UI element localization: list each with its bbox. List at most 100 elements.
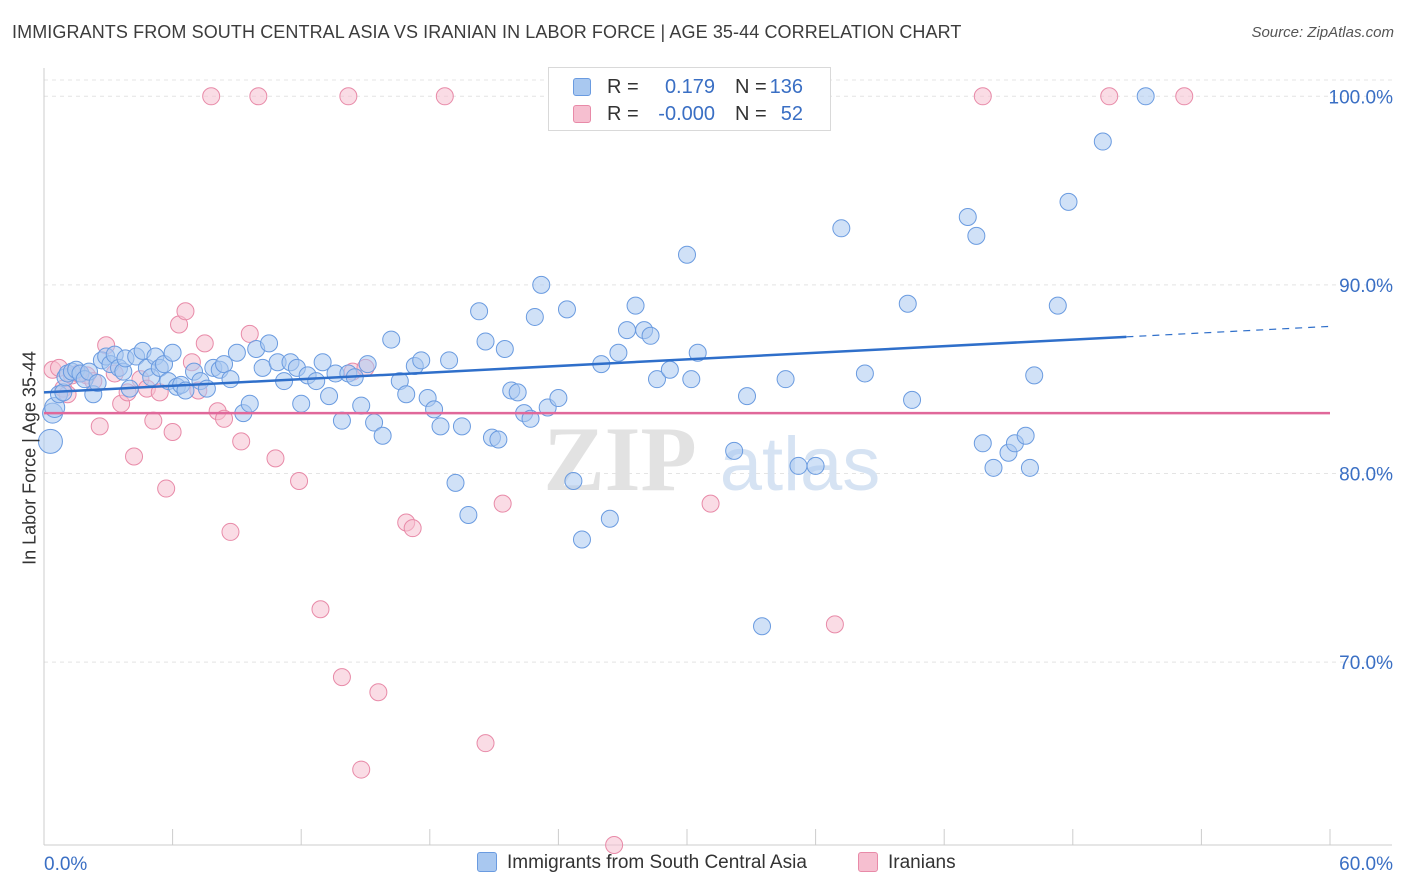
south-central-asia-point xyxy=(617,321,636,340)
iranians-point xyxy=(352,760,371,779)
south-central-asia-point xyxy=(725,441,744,460)
south-central-asia-point xyxy=(572,530,591,549)
south-central-asia-point xyxy=(1025,366,1044,385)
south-central-asia-point xyxy=(240,394,259,413)
south-central-asia-point xyxy=(221,370,240,389)
gridlines xyxy=(44,79,1392,663)
south-central-asia-point xyxy=(1093,132,1112,151)
south-central-asia-point xyxy=(163,343,182,362)
iranians-point xyxy=(369,683,388,702)
south-central-asia-point xyxy=(688,343,707,362)
south-central-asia-point xyxy=(1020,458,1039,477)
iranians-point xyxy=(701,494,720,513)
iranians-point xyxy=(605,836,624,854)
iranians-point xyxy=(240,324,259,343)
iranians-point xyxy=(157,479,176,498)
south-central-asia-point xyxy=(307,372,326,391)
south-central-asia-point xyxy=(313,353,332,372)
iranians-point xyxy=(125,447,144,466)
correlation-legend: R = 0.179 N = 136 R = -0.000 N = 52 xyxy=(548,67,831,131)
south-central-asia-point xyxy=(358,355,377,374)
legend-n-label: N = xyxy=(735,76,767,98)
south-central-asia-point xyxy=(898,294,917,313)
iranians-point xyxy=(249,87,268,106)
legend-n-value: 52 xyxy=(780,103,803,125)
south-central-asia-trend-line xyxy=(43,335,1127,394)
watermark: ZIP atlas xyxy=(543,408,880,510)
south-central-asia-point xyxy=(431,417,450,436)
legend-n-label: N = xyxy=(735,103,767,125)
south-central-asia-point xyxy=(332,411,351,430)
south-central-asia-point xyxy=(1136,87,1155,106)
iranians-point xyxy=(144,411,163,430)
iranians-point xyxy=(332,668,351,687)
legend-n-value: 136 xyxy=(769,76,803,98)
legend-r-value: -0.000 xyxy=(658,103,715,125)
south-central-asia-point xyxy=(446,473,465,492)
iranians-point xyxy=(825,615,844,634)
y-tick-label: 100.0% xyxy=(1329,87,1394,108)
y-tick-label: 70.0% xyxy=(1339,653,1393,674)
south-central-asia-point xyxy=(253,358,272,377)
bottom-legend-iranians: Iranians xyxy=(858,852,956,874)
south-central-asia-point xyxy=(352,396,371,415)
iranians-point xyxy=(215,409,234,428)
bottom-legend-label: Immigrants from South Central Asia xyxy=(507,852,807,873)
chart-title: IMMIGRANTS FROM SOUTH CENTRAL ASIA VS IR… xyxy=(12,22,962,42)
iranians-point xyxy=(90,417,109,436)
south-central-asia-point xyxy=(292,394,311,413)
south-central-asia-point xyxy=(37,428,63,454)
south-central-asia-point xyxy=(397,385,416,404)
y-tick-labels: 70.0% 80.0% 90.0% 100.0% xyxy=(1329,87,1394,674)
south-central-asia-point xyxy=(789,456,808,475)
south-central-asia-point xyxy=(753,617,772,636)
south-central-asia-point xyxy=(855,364,874,383)
south-central-asia-point xyxy=(958,207,977,226)
south-central-asia-point xyxy=(508,383,527,402)
south-central-asia-point xyxy=(903,390,922,409)
iranians-point xyxy=(290,472,309,491)
south-central-asia-point xyxy=(678,245,696,264)
south-central-asia-point xyxy=(476,332,495,351)
south-central-asia-point xyxy=(806,456,825,475)
bottom-legend-label: Iranians xyxy=(888,852,956,873)
south-central-asia-trend-extension xyxy=(1126,325,1331,338)
iranians-point xyxy=(973,87,992,106)
south-central-asia-point xyxy=(215,355,234,374)
iranians-point xyxy=(1100,87,1119,106)
iranians-point xyxy=(176,302,195,321)
south-central-asia-point xyxy=(459,505,478,524)
iranians-point xyxy=(339,87,358,106)
south-central-asia-point xyxy=(600,509,619,528)
x-tick-labels: 0.0% 60.0% xyxy=(44,854,1393,875)
south-central-asia-point xyxy=(525,307,544,326)
legend-r-value: 0.179 xyxy=(664,76,715,98)
iranians-point xyxy=(232,432,251,451)
south-central-asia-point xyxy=(489,430,508,449)
south-central-asia-point xyxy=(532,275,551,294)
south-central-asia-point xyxy=(412,351,431,370)
south-central-asia-point xyxy=(557,300,576,319)
south-central-asia-point xyxy=(495,340,514,359)
legend-row-iranians: R = -0.000 N = 52 xyxy=(549,101,830,127)
south-central-asia-point xyxy=(682,370,701,389)
iranians-point xyxy=(476,734,495,753)
south-central-asia-point xyxy=(776,370,795,389)
bottom-legend-swatch-blue xyxy=(477,852,497,872)
south-central-asia-point xyxy=(738,387,757,406)
south-central-asia-point xyxy=(973,434,992,453)
south-central-asia-point xyxy=(564,472,583,491)
x-tick-label-max: 60.0% xyxy=(1339,854,1393,875)
south-central-asia-point xyxy=(521,409,540,428)
legend-r-label: R = xyxy=(607,76,639,98)
south-central-asia-point xyxy=(452,417,471,436)
south-central-asia-point xyxy=(1016,426,1035,445)
south-central-asia-point xyxy=(260,334,279,353)
legend-swatch-blue xyxy=(573,78,591,96)
south-central-asia-point xyxy=(1059,192,1078,211)
watermark-zip: ZIP xyxy=(543,408,696,510)
iranians-point xyxy=(1175,87,1194,106)
iranians-point xyxy=(221,522,240,541)
y-tick-label: 80.0% xyxy=(1339,464,1393,485)
